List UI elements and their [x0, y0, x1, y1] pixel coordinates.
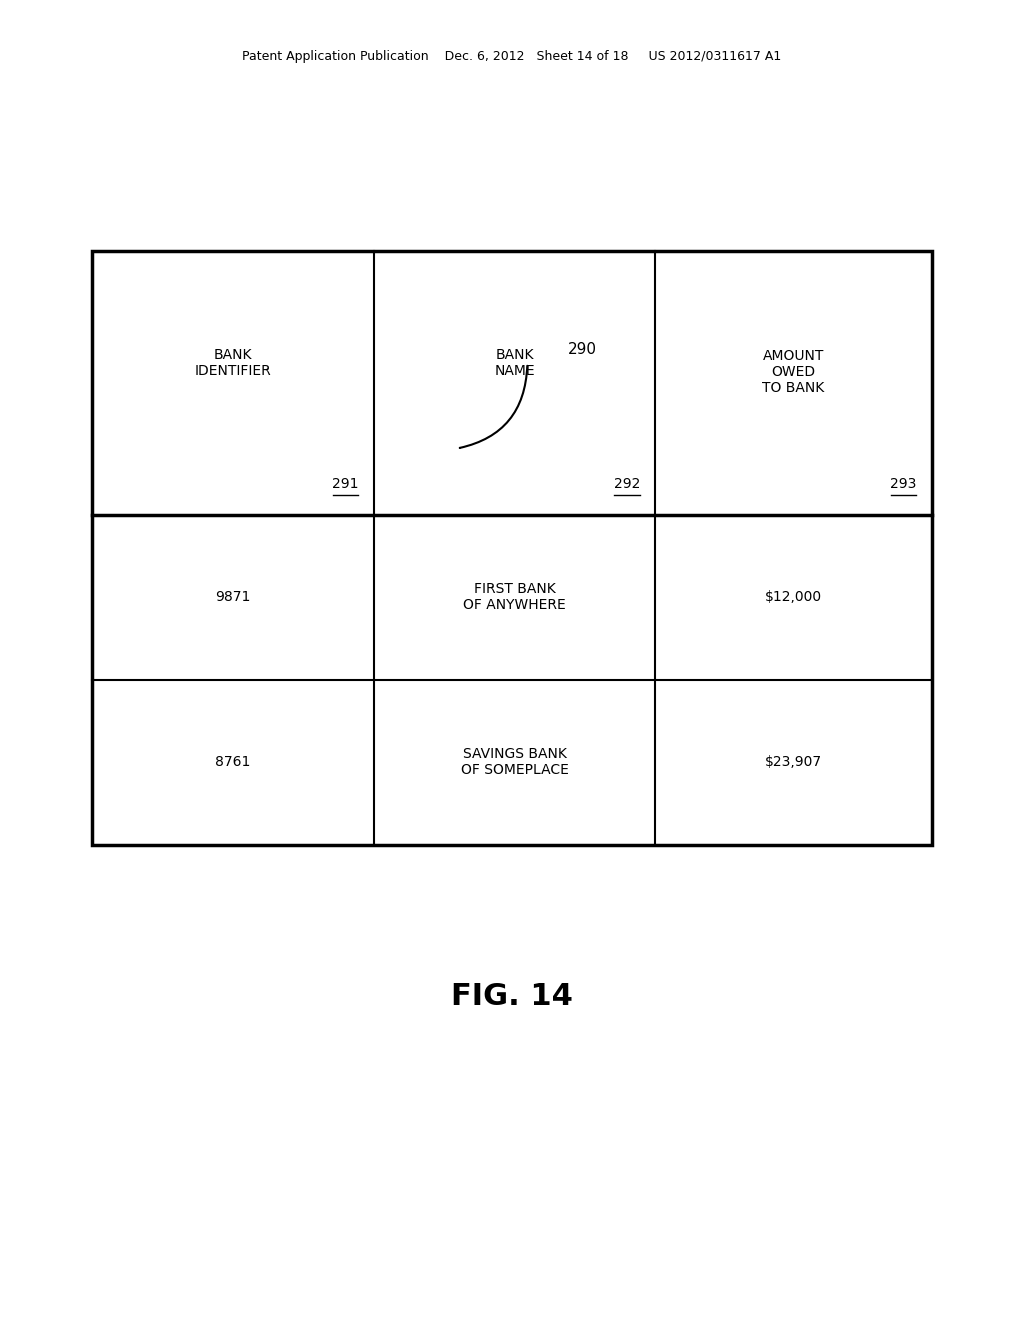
- Text: BANK
NAME: BANK NAME: [495, 348, 535, 378]
- Text: $23,907: $23,907: [765, 755, 822, 770]
- Text: $12,000: $12,000: [765, 590, 822, 605]
- Text: 292: 292: [613, 477, 640, 491]
- Text: 290: 290: [568, 342, 597, 358]
- Text: 8761: 8761: [215, 755, 251, 770]
- FancyArrowPatch shape: [460, 366, 527, 447]
- Bar: [92, 251, 932, 845]
- Text: FIG. 14: FIG. 14: [451, 982, 573, 1011]
- Text: FIRST BANK
OF ANYWHERE: FIRST BANK OF ANYWHERE: [463, 582, 566, 612]
- Text: 9871: 9871: [215, 590, 251, 605]
- Text: SAVINGS BANK
OF SOMEPLACE: SAVINGS BANK OF SOMEPLACE: [461, 747, 568, 777]
- Text: BANK
IDENTIFIER: BANK IDENTIFIER: [195, 348, 271, 378]
- Text: 291: 291: [332, 477, 358, 491]
- Text: Patent Application Publication    Dec. 6, 2012   Sheet 14 of 18     US 2012/0311: Patent Application Publication Dec. 6, 2…: [243, 50, 781, 63]
- Text: 293: 293: [890, 477, 916, 491]
- Text: AMOUNT
OWED
TO BANK: AMOUNT OWED TO BANK: [763, 348, 824, 396]
